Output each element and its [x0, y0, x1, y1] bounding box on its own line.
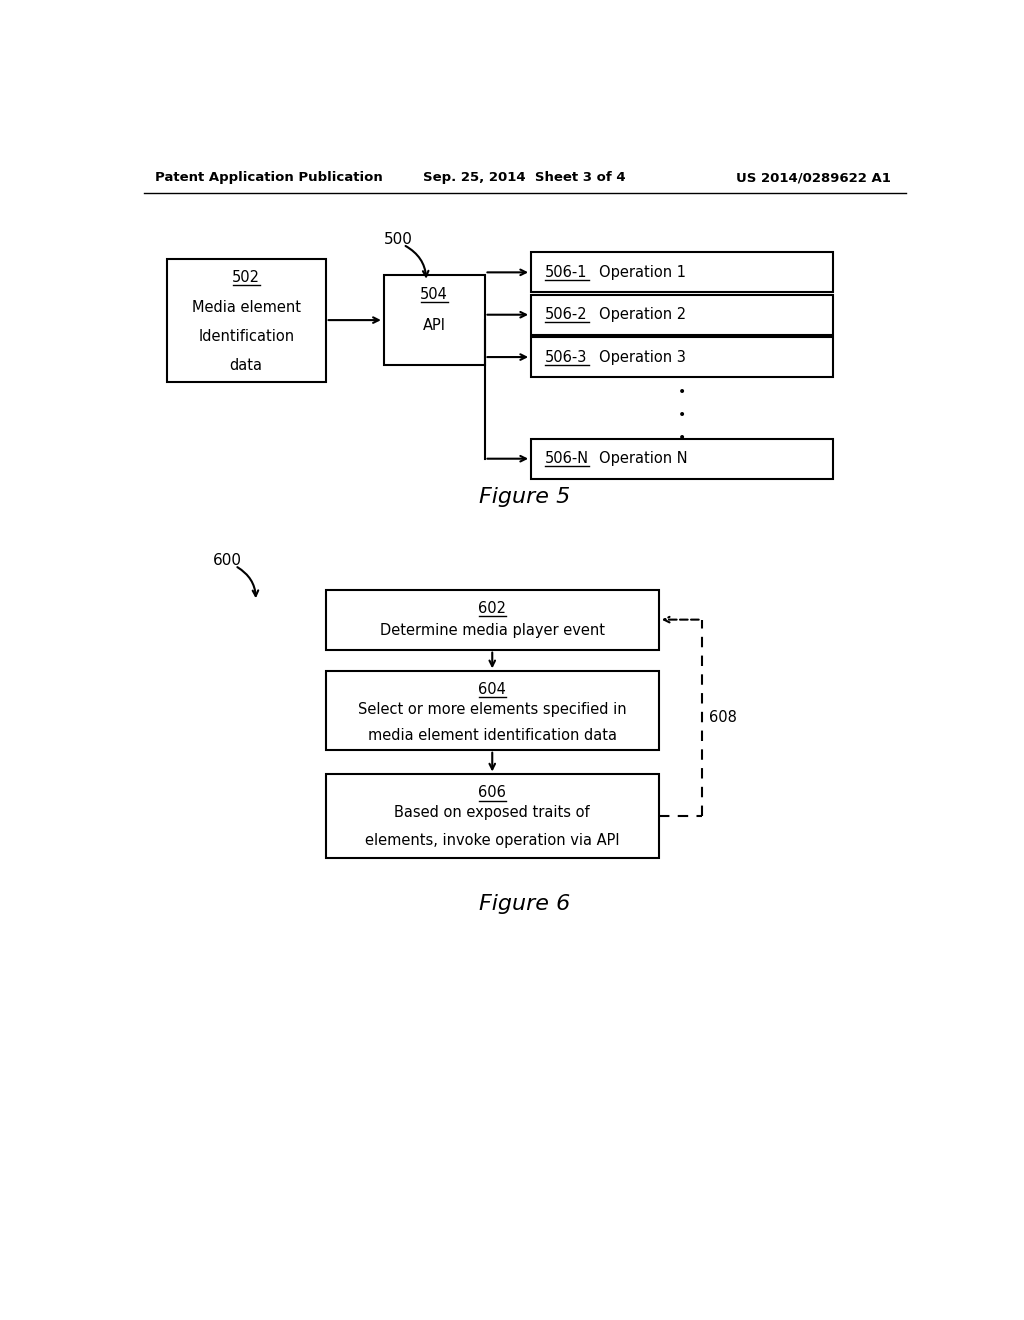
Text: Figure 6: Figure 6 — [479, 894, 570, 913]
Bar — [531, 438, 834, 479]
Text: media element identification data: media element identification data — [368, 729, 616, 743]
Text: •: • — [678, 384, 686, 399]
Bar — [167, 259, 326, 381]
Text: Determine media player event: Determine media player event — [380, 623, 605, 638]
Bar — [384, 276, 484, 364]
Text: US 2014/0289622 A1: US 2014/0289622 A1 — [736, 172, 891, 185]
Text: Operation 2: Operation 2 — [599, 308, 687, 322]
Text: 606: 606 — [478, 785, 506, 800]
Text: Identification: Identification — [198, 329, 294, 343]
Text: data: data — [229, 358, 263, 374]
Text: 600: 600 — [213, 553, 243, 568]
Text: 506-2: 506-2 — [545, 308, 588, 322]
Text: API: API — [423, 318, 445, 333]
Text: Operation 1: Operation 1 — [599, 265, 686, 280]
Text: Based on exposed traits of: Based on exposed traits of — [394, 805, 590, 821]
Bar — [326, 590, 658, 649]
Text: •: • — [678, 408, 686, 422]
Text: Sep. 25, 2014  Sheet 3 of 4: Sep. 25, 2014 Sheet 3 of 4 — [424, 172, 626, 185]
Bar — [326, 672, 658, 750]
Text: 604: 604 — [478, 682, 506, 697]
Text: 502: 502 — [232, 271, 260, 285]
Text: 608: 608 — [710, 710, 737, 725]
Bar — [531, 252, 834, 293]
Text: Patent Application Publication: Patent Application Publication — [155, 172, 383, 185]
Text: 506-1: 506-1 — [545, 265, 588, 280]
Text: 506-N: 506-N — [545, 451, 589, 466]
Text: •: • — [678, 430, 686, 445]
Text: 506-3: 506-3 — [545, 350, 588, 364]
Text: Operation N: Operation N — [599, 451, 688, 466]
Text: Select or more elements specified in: Select or more elements specified in — [358, 702, 627, 717]
Bar — [326, 775, 658, 858]
Text: 602: 602 — [478, 601, 506, 615]
Bar — [531, 337, 834, 378]
Text: Media element: Media element — [191, 300, 301, 314]
Text: Operation 3: Operation 3 — [599, 350, 686, 364]
Text: elements, invoke operation via API: elements, invoke operation via API — [365, 833, 620, 849]
Text: 500: 500 — [384, 232, 413, 247]
Text: 504: 504 — [420, 288, 449, 302]
Bar — [531, 294, 834, 335]
Text: Figure 5: Figure 5 — [479, 487, 570, 507]
